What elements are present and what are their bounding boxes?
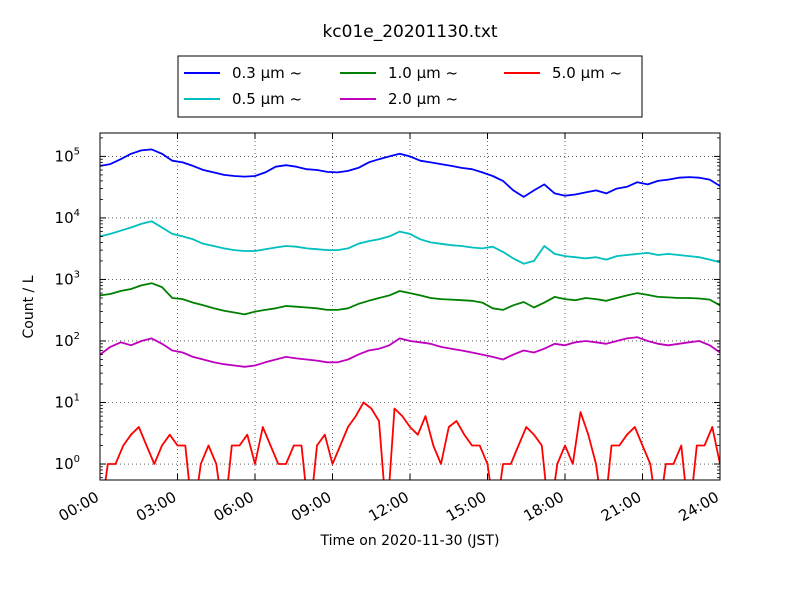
legend-label: 0.5 μm ~ <box>232 90 302 108</box>
y-axis-label: Count / L <box>21 275 37 338</box>
series-layer <box>100 148 720 480</box>
legend-label: 5.0 μm ~ <box>552 64 622 82</box>
legend-label: 0.3 μm ~ <box>232 64 302 82</box>
series-line-1 <box>100 220 720 265</box>
y-tick-label: 104 <box>55 208 80 227</box>
legend-label: 2.0 μm ~ <box>388 90 458 108</box>
legend-label: 1.0 μm ~ <box>388 64 458 82</box>
series-line-4 <box>104 401 720 480</box>
y-tick-label: 105 <box>55 146 80 165</box>
series-line-3 <box>100 336 720 368</box>
legend: 0.3 μm ~ 0.5 μm ~ 1.0 μm ~ 2.0 μm ~ 5.0 μm ~ <box>177 55 643 118</box>
y-tick-label: 100 <box>55 454 80 473</box>
series-line-0 <box>100 148 720 198</box>
y-tick-label: 101 <box>55 392 80 411</box>
legend-box <box>177 55 643 118</box>
x-axis-label: Time on 2020-11-30 (JST) <box>320 533 500 549</box>
y-tick-label: 103 <box>55 269 80 288</box>
chart-title: kc01e_20201130.txt <box>322 22 497 42</box>
series-line-2 <box>100 282 720 316</box>
y-tick-label: 102 <box>55 331 80 350</box>
